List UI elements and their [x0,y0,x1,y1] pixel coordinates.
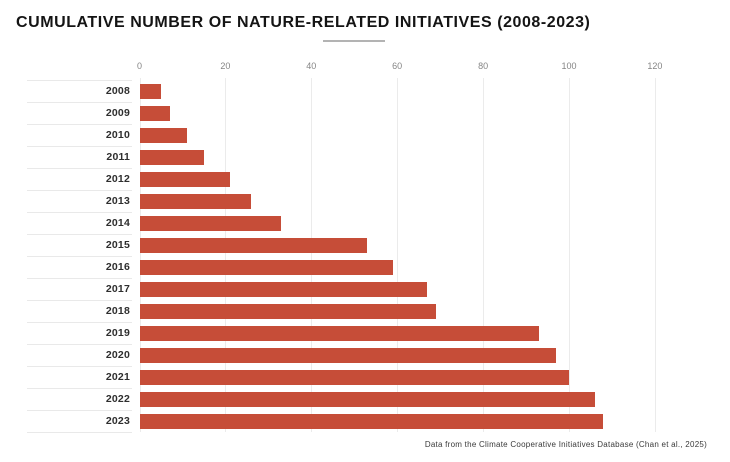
x-axis-tick-label: 0 [136,61,142,71]
year-label: 2020 [105,349,130,361]
row-separator [27,410,132,411]
x-axis-tick-label: 60 [392,61,403,71]
title-underline [323,40,385,42]
year-label: 2014 [105,217,130,229]
bar-2023 [139,413,604,429]
gridline [654,78,656,432]
year-label: 2016 [105,261,130,273]
source-attribution: Data from the Climate Cooperative Initia… [424,440,707,449]
year-label: 2021 [105,371,130,383]
gridline [225,78,227,432]
row-separator [27,432,132,433]
year-label: 2017 [105,283,130,295]
bar-2016 [139,259,393,275]
x-axis-tick-label: 20 [220,61,231,71]
row-separator [27,278,132,279]
x-axis-tick-label: 120 [647,61,663,71]
gridline [483,78,485,432]
chart-title: CUMULATIVE NUMBER OF NATURE-RELATED INIT… [16,14,591,31]
year-label: 2012 [105,173,130,185]
year-label: 2013 [105,195,130,207]
bar-2018 [139,303,436,319]
bar-2014 [139,215,282,231]
row-separator [27,322,132,323]
bar-2021 [139,369,569,385]
bar-2020 [139,347,557,363]
gridline [139,78,141,432]
year-label: 2010 [105,129,130,141]
gridline [569,78,570,432]
row-separator [27,234,132,235]
x-axis-tick-label: 100 [561,61,577,71]
year-label: 2015 [105,239,130,251]
row-separator [27,344,132,345]
bar-2008 [139,83,161,99]
row-separator [27,168,132,169]
bar-2012 [139,171,230,187]
row-separator [27,80,132,81]
row-separator [27,146,132,147]
row-separator [27,300,132,301]
year-label: 2022 [105,393,130,405]
bar-2022 [139,391,595,407]
row-separator [27,388,132,389]
bar-2019 [139,325,539,341]
bar-2009 [139,105,170,121]
row-separator [27,256,132,257]
row-separator [27,190,132,191]
row-separator [27,124,132,125]
year-label: 2019 [105,327,130,339]
year-label: 2018 [105,305,130,317]
year-label: 2008 [105,85,130,97]
bar-2011 [139,149,204,165]
bar-2017 [139,281,428,297]
row-separator [27,212,132,213]
year-label: 2023 [105,415,130,427]
gridline [397,78,399,432]
x-axis-tick-label: 80 [478,61,489,71]
year-label: 2011 [106,151,130,163]
bar-2015 [139,237,368,253]
row-separator [27,366,132,367]
bar-2013 [139,193,252,209]
gridline [311,78,313,432]
x-axis-tick-label: 40 [306,61,317,71]
year-label: 2009 [105,107,130,119]
row-separator [27,102,132,103]
bar-2010 [139,127,187,143]
